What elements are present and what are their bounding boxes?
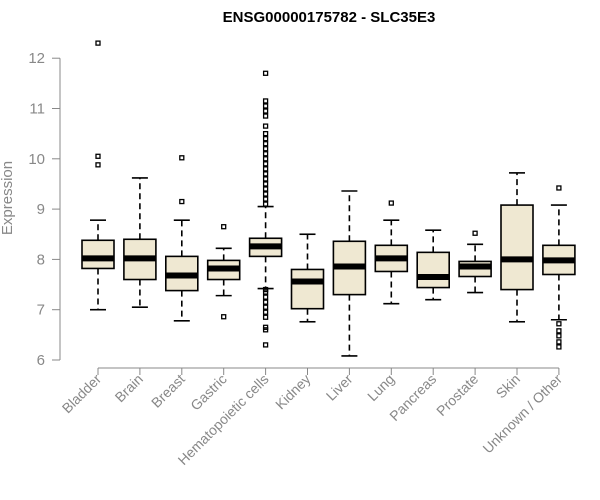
outlier-point: [262, 186, 269, 192]
outlier-point: [262, 304, 269, 310]
outlier-point: [472, 230, 478, 236]
outlier-point: [262, 181, 269, 187]
outlier-point: [556, 328, 562, 334]
box-group: [290, 233, 325, 323]
outlier-point: [388, 200, 394, 206]
outlier-point: [262, 342, 269, 348]
outlier-point: [262, 196, 269, 202]
x-tick-label: Liver: [323, 371, 356, 404]
outlier-point: [179, 198, 185, 205]
box-group: [458, 230, 492, 294]
outlier-point: [556, 339, 562, 345]
outlier-point: [221, 314, 227, 320]
outlier-point: [221, 224, 227, 230]
outlier-point: [262, 161, 269, 167]
y-axis: 6 7 8 9 10 11 12: [28, 50, 61, 369]
outlier-point: [262, 103, 269, 109]
box-group: [542, 185, 576, 350]
x-tick-label: Breast: [148, 371, 188, 411]
y-tick-label: 9: [37, 201, 45, 218]
box-group: [123, 177, 157, 308]
outlier-point: [179, 155, 185, 161]
y-tick-label: 12: [28, 50, 45, 67]
y-tick-label: 11: [29, 101, 45, 118]
x-tick-label: Brain: [112, 371, 146, 405]
chart-title: ENSG00000175782 - SLC35E3: [223, 9, 436, 26]
outlier-point: [262, 146, 269, 152]
outlier-point: [262, 130, 269, 137]
outlier-point: [262, 171, 269, 177]
outlier-point: [95, 162, 101, 168]
x-tick-label: Unknown / Other: [479, 371, 565, 457]
outlier-point: [95, 40, 101, 46]
plot-area: [81, 40, 576, 357]
outlier-point: [262, 123, 269, 129]
outlier-point: [262, 289, 269, 295]
outlier-point: [262, 176, 269, 182]
outlier-point: [262, 156, 269, 162]
outlier-point: [262, 113, 269, 119]
y-axis-label: Expression: [0, 161, 16, 235]
outlier-point: [262, 98, 269, 104]
outlier-point: [556, 344, 562, 350]
box-group: [374, 200, 409, 305]
outlier-point: [262, 314, 269, 320]
box-group: [332, 190, 367, 357]
outlier-point: [262, 327, 269, 333]
box: [81, 239, 115, 270]
outlier-point: [262, 191, 269, 197]
x-tick-label: Lung: [364, 371, 397, 404]
outlier-point: [262, 151, 269, 157]
y-tick-label: 7: [37, 302, 45, 319]
outlier-point: [95, 153, 101, 159]
box-group: [416, 229, 451, 301]
y-tick-label: 8: [37, 251, 45, 268]
box: [290, 268, 325, 310]
y-tick-label: 10: [28, 151, 45, 168]
box-group: [81, 40, 115, 311]
outlier-point: [262, 309, 269, 315]
box-group: [165, 155, 199, 322]
x-tick-label: Kidney: [272, 371, 314, 413]
outlier-point: [262, 294, 269, 300]
box-group: [500, 172, 534, 323]
outlier-point: [262, 136, 269, 142]
y-tick-label: 6: [37, 352, 45, 369]
box: [500, 204, 534, 291]
x-tick-label: Pancreas: [386, 371, 439, 424]
outlier-point: [262, 166, 269, 172]
box-group: [248, 70, 283, 348]
x-tick-label: Bladder: [59, 371, 105, 417]
outlier-point: [556, 185, 562, 191]
outlier-point: [556, 321, 562, 327]
box: [416, 251, 451, 289]
outlier-point: [262, 108, 269, 114]
outlier-point: [262, 141, 269, 147]
outlier-point: [262, 201, 269, 207]
x-tick-label: Skin: [493, 371, 524, 402]
box-group: [206, 224, 241, 320]
outlier-point: [556, 333, 562, 339]
outlier-point: [262, 299, 269, 305]
outlier-point: [262, 70, 269, 76]
x-tick-label: Prostate: [433, 371, 481, 419]
